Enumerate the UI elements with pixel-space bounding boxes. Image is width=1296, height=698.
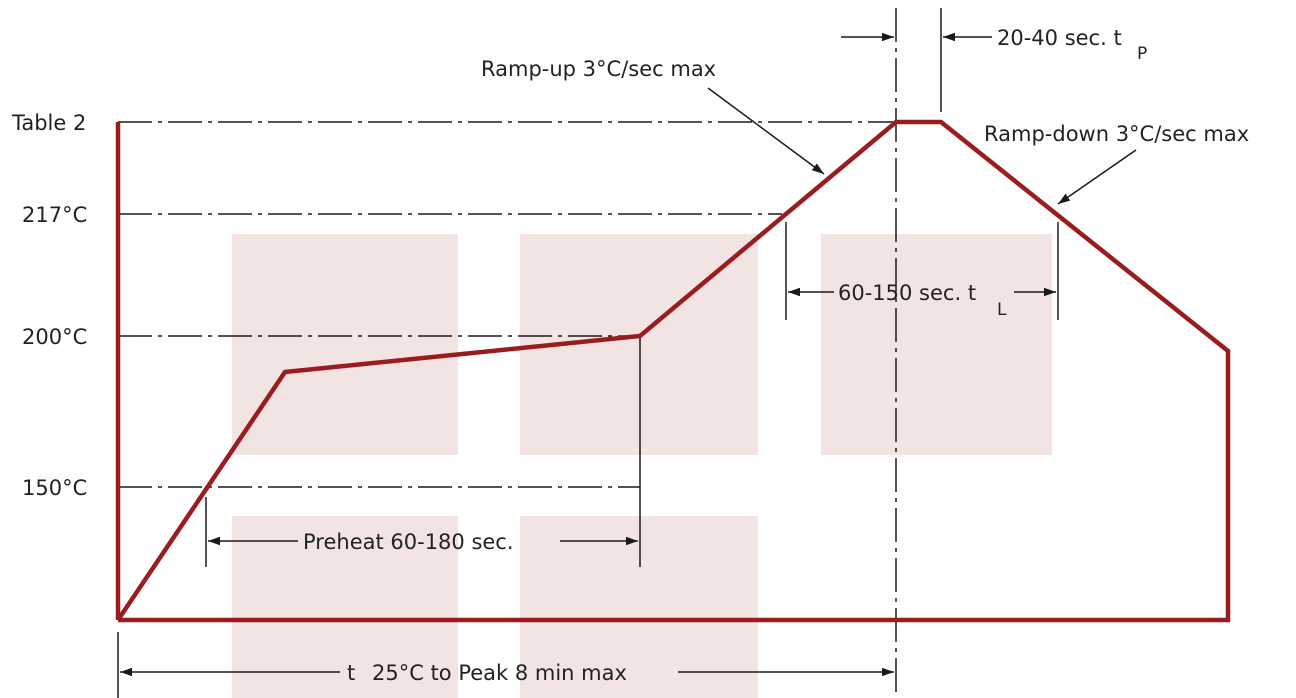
y-label-200: 200°C [22, 325, 87, 349]
y-label-150: 150°C [22, 476, 87, 500]
y-label-217: 217°C [22, 203, 87, 227]
preheat-label: Preheat 60-180 sec. [303, 530, 514, 554]
total-time-dimension: t 25°C to Peak 8 min max [120, 661, 894, 685]
tl-subscript: L [997, 300, 1007, 320]
ramp-down-callout: Ramp-down 3°C/sec max [984, 122, 1249, 205]
total-time-prefix: t [347, 661, 355, 685]
tl-dimension: 60-150 sec. t L [788, 281, 1056, 320]
y-label-table2: Table 2 [11, 111, 86, 135]
tl-label: 60-150 sec. t [838, 281, 976, 305]
preheat-dimension: Preheat 60-180 sec. [208, 530, 638, 554]
ramp-up-callout: Ramp-up 3°C/sec max [481, 57, 825, 175]
ramp-down-label: Ramp-down 3°C/sec max [984, 122, 1249, 146]
extension-lines [117, 8, 1059, 698]
ramp-up-label: Ramp-up 3°C/sec max [481, 57, 716, 81]
total-time-label: 25°C to Peak 8 min max [372, 661, 627, 685]
temperature-guides [118, 121, 896, 488]
tp-label: 20-40 sec. t [997, 26, 1122, 50]
temperature-profile-curve [116, 119, 1231, 623]
tp-dimension: 20-40 sec. t P [841, 26, 1147, 64]
tp-subscript: P [1137, 44, 1147, 64]
